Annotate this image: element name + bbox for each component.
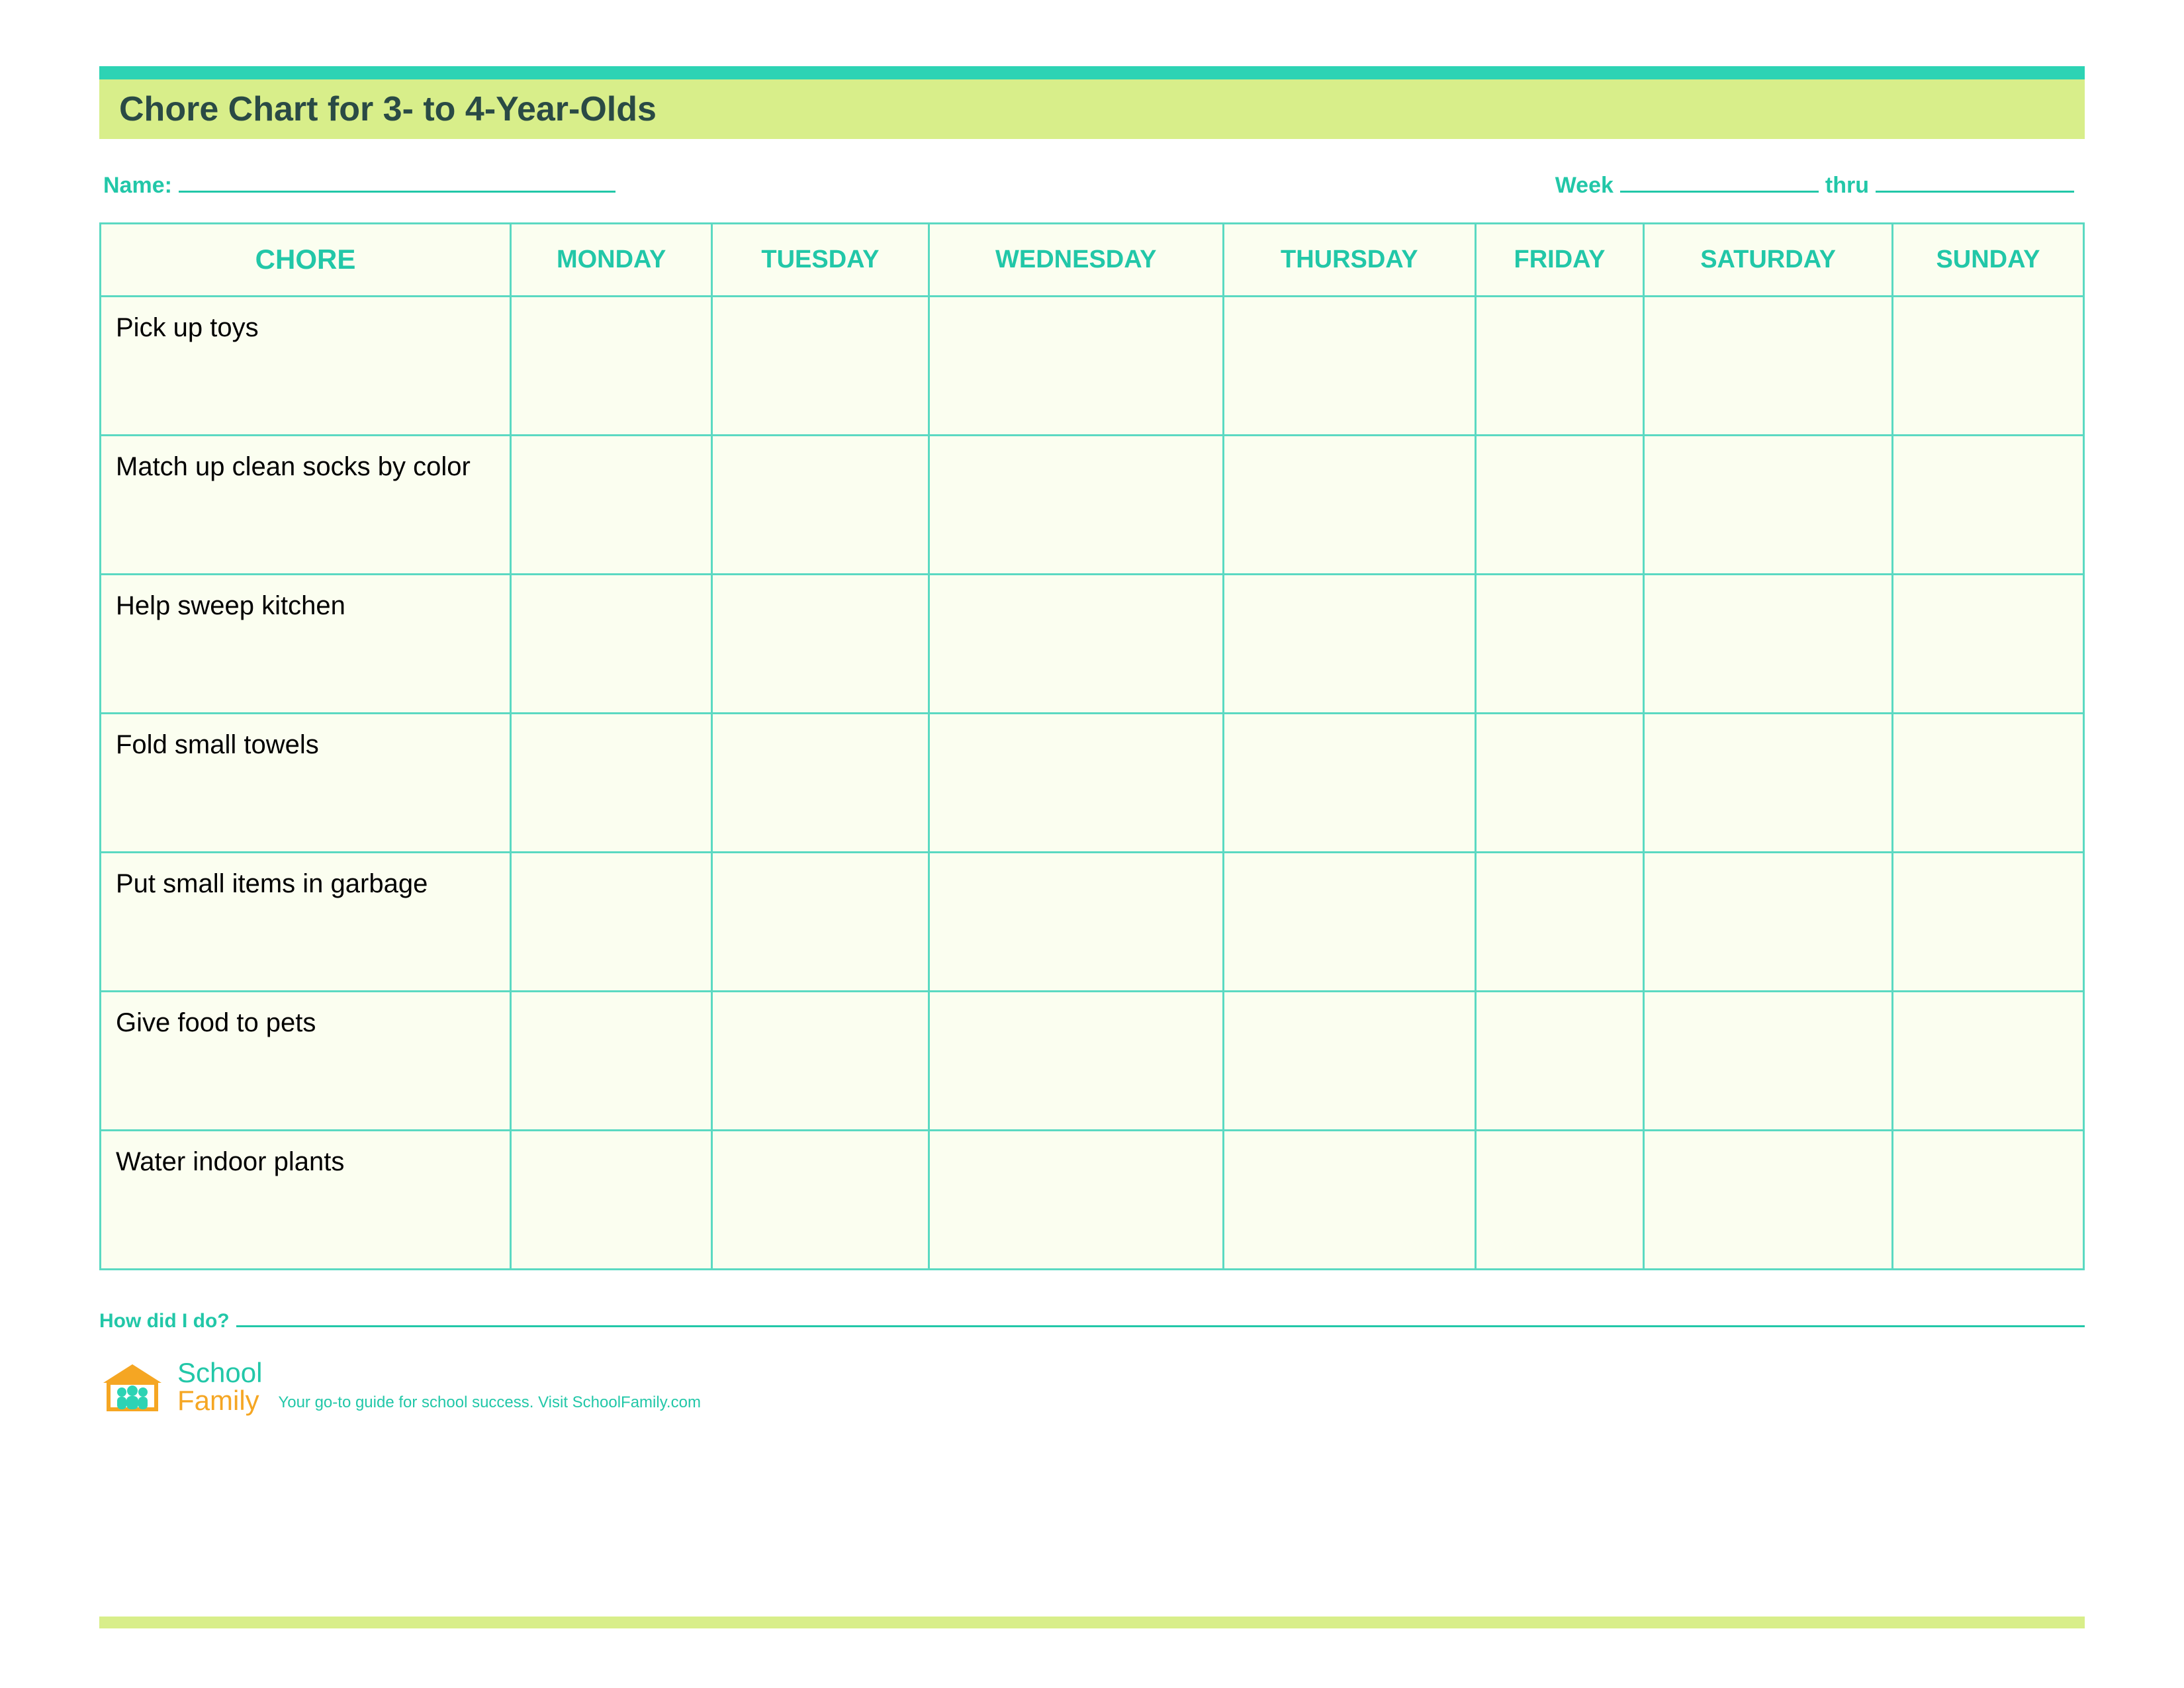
title-bar: Chore Chart for 3- to 4-Year-Olds: [99, 79, 2085, 139]
header-day: FRIDAY: [1475, 223, 1644, 296]
table-row: Put small items in garbage: [101, 852, 2084, 991]
day-cell[interactable]: [1224, 435, 1476, 574]
day-cell[interactable]: [1892, 435, 2083, 574]
day-cell[interactable]: [712, 435, 929, 574]
header-day: THURSDAY: [1224, 223, 1476, 296]
chore-label-cell: Give food to pets: [101, 991, 511, 1130]
week-label: Week: [1555, 173, 1614, 199]
table-header-row: CHOREMONDAYTUESDAYWEDNESDAYTHURSDAYFRIDA…: [101, 223, 2084, 296]
header-chore: CHORE: [101, 223, 511, 296]
footer-blank-line[interactable]: [236, 1311, 2085, 1327]
header-day: TUESDAY: [712, 223, 929, 296]
name-field-group: Name:: [103, 172, 622, 199]
logo-text: School Family: [177, 1359, 262, 1415]
footer-question-row: How did I do?: [99, 1310, 2085, 1333]
day-cell[interactable]: [1475, 435, 1644, 574]
chore-label-cell: Pick up toys: [101, 296, 511, 435]
day-cell[interactable]: [929, 435, 1223, 574]
day-cell[interactable]: [1644, 296, 1893, 435]
day-cell[interactable]: [511, 852, 712, 991]
schoolfamily-logo-icon: [99, 1360, 165, 1413]
day-cell[interactable]: [1892, 296, 2083, 435]
day-cell[interactable]: [1224, 574, 1476, 713]
table-body: Pick up toysMatch up clean socks by colo…: [101, 296, 2084, 1269]
week-field-group: Week thru: [1555, 172, 2081, 199]
day-cell[interactable]: [1475, 574, 1644, 713]
day-cell[interactable]: [1475, 1130, 1644, 1269]
logo-word-school: School: [177, 1359, 262, 1387]
meta-row: Name: Week thru: [99, 172, 2085, 199]
day-cell[interactable]: [712, 296, 929, 435]
logo-tagline: Your go-to guide for school success. Vis…: [278, 1393, 701, 1415]
day-cell[interactable]: [511, 991, 712, 1130]
day-cell[interactable]: [1475, 296, 1644, 435]
day-cell[interactable]: [1644, 852, 1893, 991]
day-cell[interactable]: [1892, 991, 2083, 1130]
day-cell[interactable]: [1892, 852, 2083, 991]
day-cell[interactable]: [712, 852, 929, 991]
header-day: SATURDAY: [1644, 223, 1893, 296]
day-cell[interactable]: [1224, 991, 1476, 1130]
day-cell[interactable]: [712, 1130, 929, 1269]
day-cell[interactable]: [511, 574, 712, 713]
day-cell[interactable]: [1892, 1130, 2083, 1269]
table-row: Fold small towels: [101, 713, 2084, 852]
chore-label-cell: Water indoor plants: [101, 1130, 511, 1269]
chore-label-cell: Put small items in garbage: [101, 852, 511, 991]
day-cell[interactable]: [929, 296, 1223, 435]
day-cell[interactable]: [929, 991, 1223, 1130]
bottom-accent-bar: [99, 1617, 2085, 1628]
table-row: Pick up toys: [101, 296, 2084, 435]
chore-label-cell: Fold small towels: [101, 713, 511, 852]
day-cell[interactable]: [1644, 1130, 1893, 1269]
thru-label: thru: [1825, 173, 1869, 199]
chore-table: CHOREMONDAYTUESDAYWEDNESDAYTHURSDAYFRIDA…: [99, 222, 2085, 1270]
table-row: Water indoor plants: [101, 1130, 2084, 1269]
day-cell[interactable]: [1224, 713, 1476, 852]
name-label: Name:: [103, 173, 172, 199]
day-cell[interactable]: [511, 435, 712, 574]
chore-label-cell: Help sweep kitchen: [101, 574, 511, 713]
day-cell[interactable]: [1892, 574, 2083, 713]
table-row: Give food to pets: [101, 991, 2084, 1130]
thru-blank-line[interactable]: [1876, 172, 2074, 193]
logo-word-family: Family: [177, 1387, 262, 1415]
header-day: WEDNESDAY: [929, 223, 1223, 296]
day-cell[interactable]: [1475, 713, 1644, 852]
day-cell[interactable]: [1644, 435, 1893, 574]
week-blank-line[interactable]: [1620, 172, 1819, 193]
day-cell[interactable]: [1224, 852, 1476, 991]
day-cell[interactable]: [1224, 1130, 1476, 1269]
table-row: Match up clean socks by color: [101, 435, 2084, 574]
day-cell[interactable]: [929, 852, 1223, 991]
day-cell[interactable]: [929, 1130, 1223, 1269]
chore-label-cell: Match up clean socks by color: [101, 435, 511, 574]
table-row: Help sweep kitchen: [101, 574, 2084, 713]
day-cell[interactable]: [1644, 713, 1893, 852]
logo-row: School Family Your go-to guide for schoo…: [99, 1359, 2085, 1415]
day-cell[interactable]: [929, 574, 1223, 713]
day-cell[interactable]: [1224, 296, 1476, 435]
top-accent-bar: [99, 66, 2085, 79]
header-day: SUNDAY: [1892, 223, 2083, 296]
day-cell[interactable]: [1644, 991, 1893, 1130]
day-cell[interactable]: [1892, 713, 2083, 852]
day-cell[interactable]: [1475, 991, 1644, 1130]
name-blank-line[interactable]: [179, 172, 615, 193]
day-cell[interactable]: [1644, 574, 1893, 713]
day-cell[interactable]: [712, 991, 929, 1130]
day-cell[interactable]: [712, 713, 929, 852]
chore-table-wrap: CHOREMONDAYTUESDAYWEDNESDAYTHURSDAYFRIDA…: [99, 222, 2085, 1270]
header-day: MONDAY: [511, 223, 712, 296]
footer-question: How did I do?: [99, 1310, 230, 1333]
day-cell[interactable]: [511, 296, 712, 435]
day-cell[interactable]: [1475, 852, 1644, 991]
page-title: Chore Chart for 3- to 4-Year-Olds: [119, 89, 657, 129]
day-cell[interactable]: [712, 574, 929, 713]
page: Chore Chart for 3- to 4-Year-Olds Name: …: [99, 66, 2085, 1628]
day-cell[interactable]: [511, 1130, 712, 1269]
day-cell[interactable]: [511, 713, 712, 852]
day-cell[interactable]: [929, 713, 1223, 852]
